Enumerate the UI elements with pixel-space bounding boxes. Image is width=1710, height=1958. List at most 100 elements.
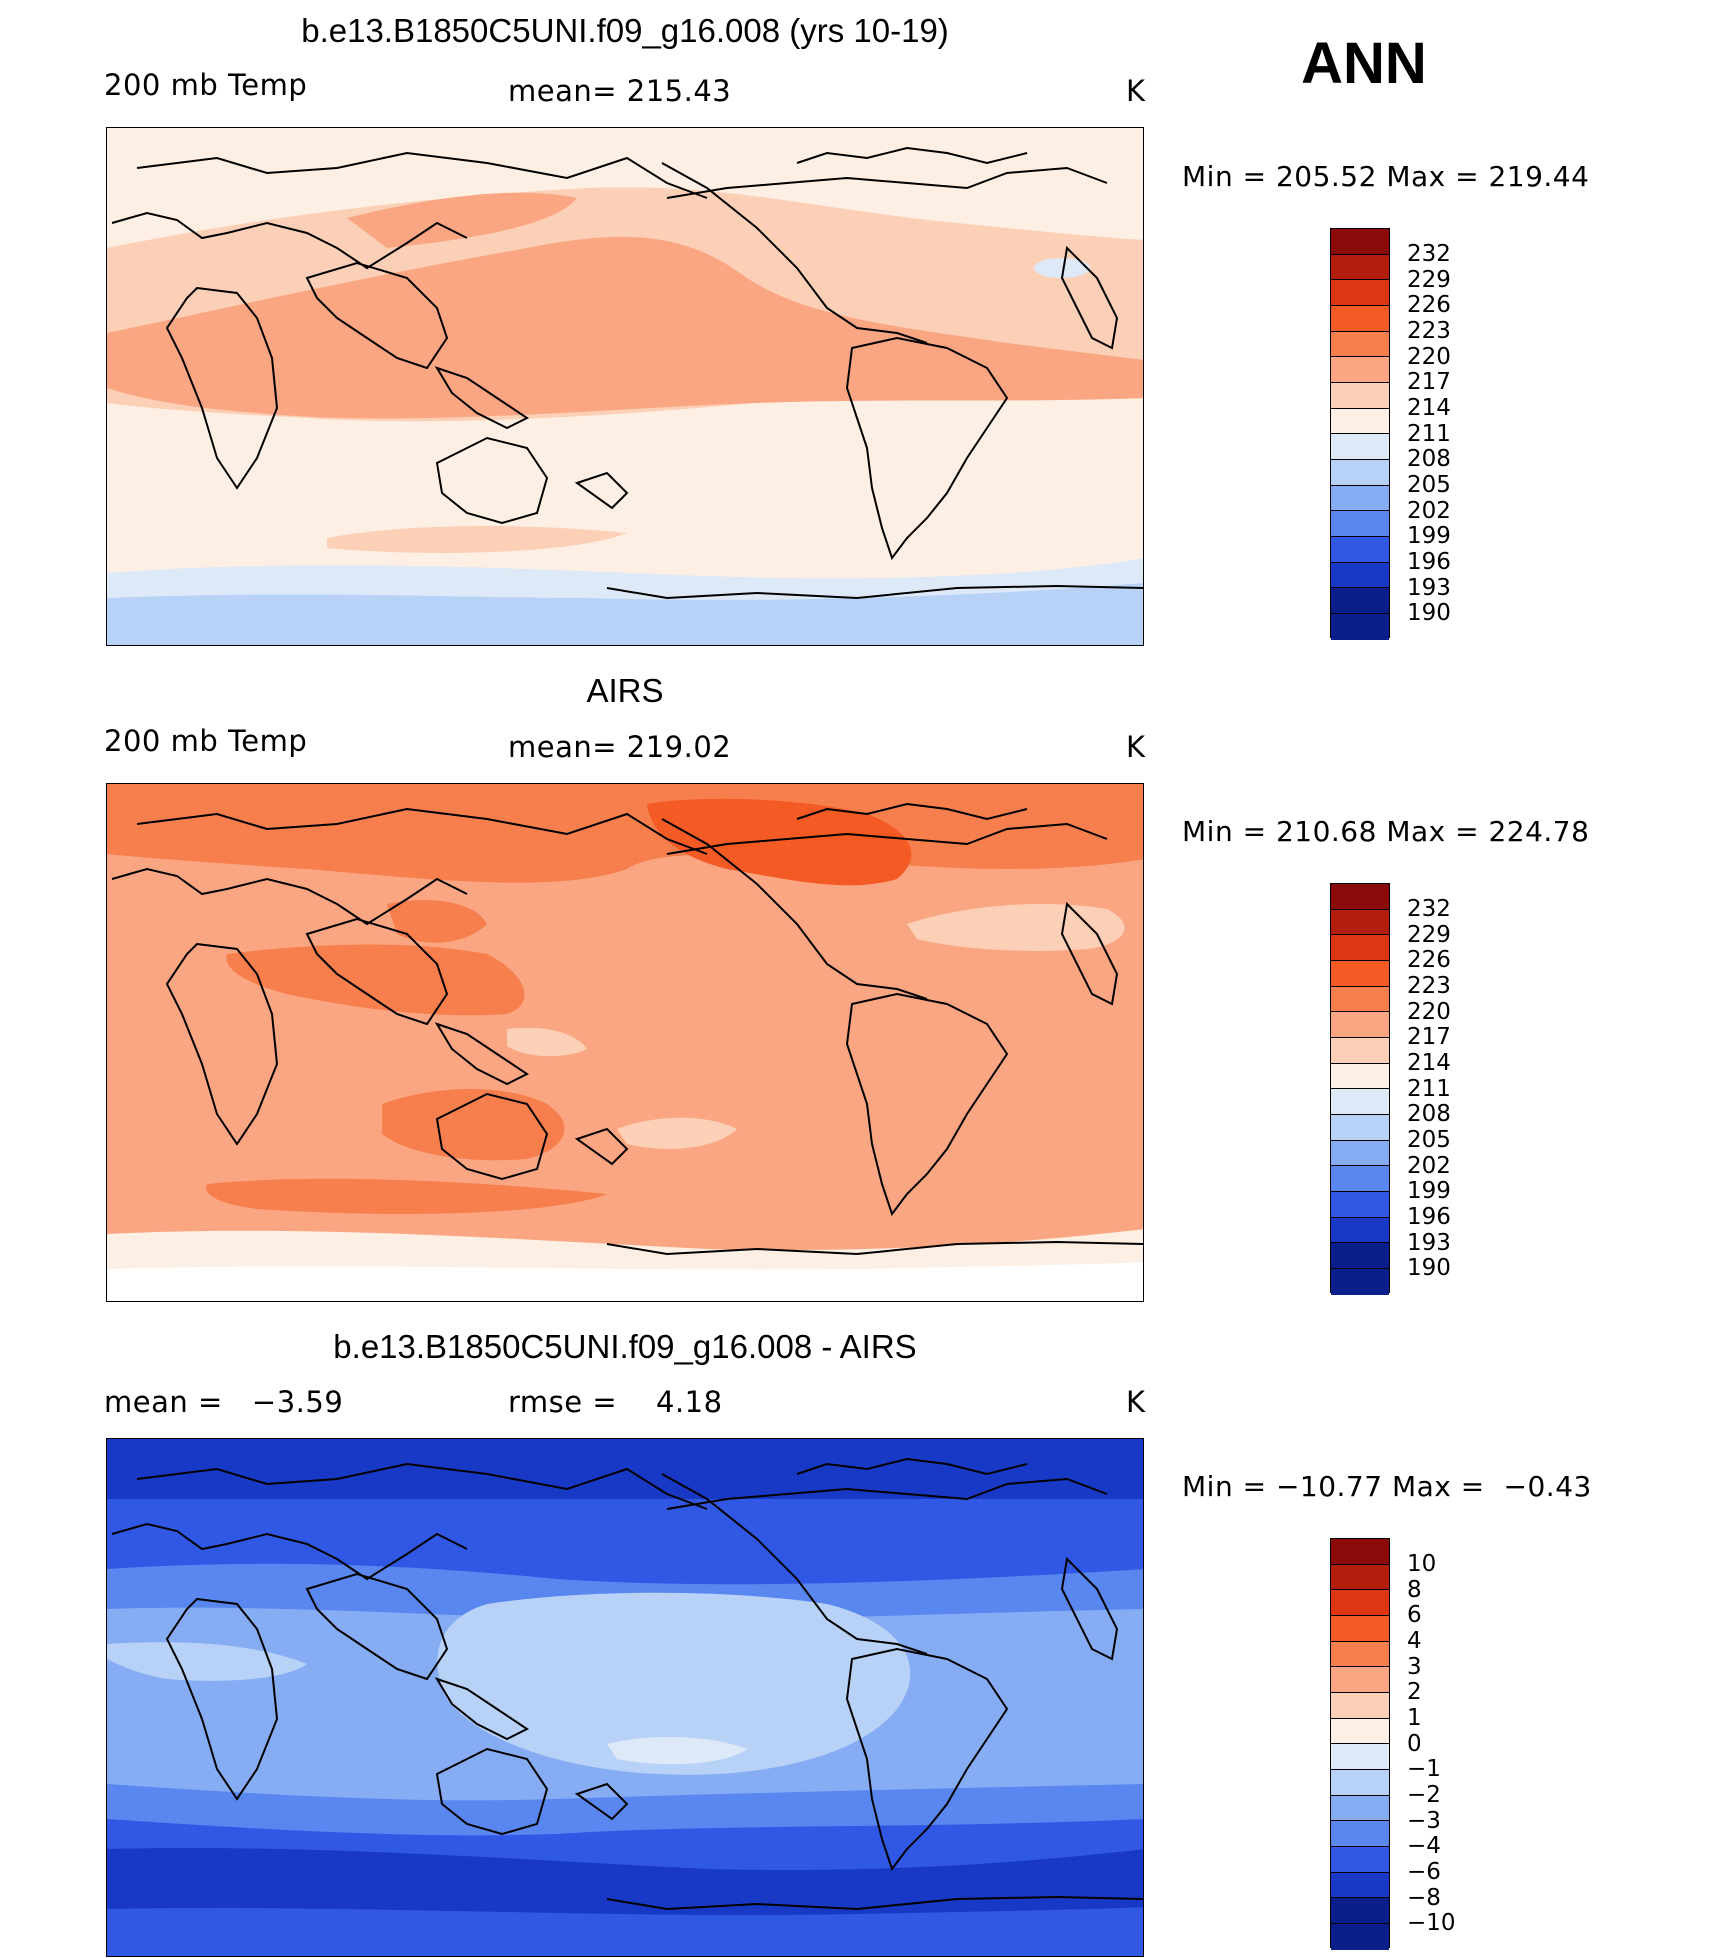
colorbar-swatch [1331,229,1389,255]
colorbar-swatch [1331,357,1389,383]
panel-1-map-svg [107,146,1143,645]
colorbar-tick-label: 214 [1407,395,1451,422]
panel-2-colorbar [1330,883,1390,1295]
colorbar-swatch [1331,909,1389,936]
contour-214-217-indian [507,1027,587,1057]
panel-3-map-svg [107,1439,1143,1956]
panel-2-minmax: Min = 210.68 Max = 224.78 [1182,815,1590,848]
colorbar-tick-label: 196 [1407,549,1451,576]
colorbar-tick-label: 193 [1407,1229,1451,1256]
colorbar-swatch [1331,1821,1389,1847]
colorbar-swatch [1331,1089,1389,1115]
panel-1-units-label: K [1126,74,1146,108]
colorbar-tick-label: 208 [1407,1101,1451,1128]
coastlines [111,1457,1143,1911]
panel-3-colorbar [1330,1538,1390,1950]
colorbar-tick-label: −4 [1407,1833,1441,1860]
contour-217-220 [107,236,1143,419]
panel-3-map [106,1438,1144,1957]
colorbar-swatch [1331,1037,1389,1064]
colorbar-tick-label: 193 [1407,574,1451,601]
contour-cold-spot [1034,258,1090,278]
colorbar-tick-label: 190 [1407,1255,1451,1282]
contour-minus2-minus3 [437,1592,911,1775]
colorbar-tick-label: 205 [1407,1127,1451,1154]
colorbar-swatch [1331,1012,1389,1038]
colorbar-tick-label: 211 [1407,1075,1451,1102]
colorbar-tick-label: 214 [1407,1050,1451,1077]
colorbar-swatch [1331,280,1389,306]
panel-3-minmax: Min = −10.77 Max = −0.43 [1182,1470,1592,1503]
colorbar-swatch [1331,1667,1389,1693]
colorbar-swatch [1331,1846,1389,1873]
colorbar-swatch [1331,1268,1389,1295]
contour-minus6-minus8-south [107,1907,1143,1956]
panel-1-title: b.e13.B1850C5UNI.f09_g16.008 (yrs 10-19) [301,12,949,49]
panel-3-units-label: K [1126,1385,1146,1419]
contour-214-217-pacific [617,1117,737,1149]
colorbar-tick-label: 202 [1407,1152,1451,1179]
colorbar-swatch [1331,613,1389,640]
colorbar-swatch [1331,1923,1389,1950]
panel-2-units-label: K [1126,730,1146,764]
colorbar-swatch [1331,588,1389,614]
contour-217-220-north [347,192,577,248]
colorbar-tick-label: −1 [1407,1756,1441,1783]
panel-2-variable-label: 200 mb Temp [104,724,308,758]
panel-1-map [106,127,1144,646]
colorbar-tick-label: −6 [1407,1859,1441,1886]
colorbar-swatch [1331,1590,1389,1616]
contour-220-223-north [107,784,1143,883]
colorbar-tick-label: 229 [1407,921,1451,948]
colorbar-tick-label: 217 [1407,1024,1451,1051]
colorbar-swatch [1331,1191,1389,1218]
colorbar-tick-label: 0 [1407,1730,1422,1757]
colorbar-tick-label: 232 [1407,896,1451,922]
colorbar-tick-label: 8 [1407,1576,1422,1603]
colorbar-swatch [1331,1744,1389,1770]
colorbar-swatch [1331,536,1389,563]
coastlines [111,802,1143,1256]
season-label: ANN [1301,31,1427,96]
contour-223-226 [647,798,912,886]
panel-1-variable-label: 200 mb Temp [104,68,308,102]
colorbar-swatch [1331,434,1389,460]
contour-minus6-minus8 [107,1499,1143,1556]
colorbar-tick-label: 4 [1407,1628,1422,1654]
colorbar-swatch [1331,1564,1389,1591]
colorbar-swatch [1331,331,1389,358]
colorbar-tick-label: 217 [1407,369,1451,396]
contour-220-223-asia [226,944,525,1016]
colorbar-swatch [1331,1243,1389,1269]
colorbar-tick-label: 205 [1407,472,1451,499]
colorbar-tick-label: 208 [1407,446,1451,473]
coastlines [111,146,1143,600]
colorbar-swatch [1331,1692,1389,1719]
colorbar-tick-label: 229 [1407,266,1451,293]
colorbar-tick-label: 220 [1407,343,1451,370]
contour-214-217-south [327,526,627,553]
colorbar-tick-label: 3 [1407,1653,1422,1680]
colorbar-tick-label: −2 [1407,1782,1441,1809]
colorbar-swatch [1331,511,1389,537]
colorbar-tick-label: 190 [1407,600,1451,627]
colorbar-swatch [1331,960,1389,987]
colorbar-tick-label: −10 [1407,1910,1456,1937]
colorbar-swatch [1331,1718,1389,1745]
colorbar-swatch [1331,1217,1389,1244]
colorbar-swatch [1331,305,1389,332]
panel-2-map [106,783,1144,1302]
colorbar-swatch [1331,485,1389,512]
colorbar-tick-label: −8 [1407,1884,1441,1911]
contour-minus2-minus3-africa [107,1642,307,1681]
colorbar-tick-label: 199 [1407,1178,1451,1205]
colorbar-tick-label: 6 [1407,1602,1422,1629]
panel-1-minmax: Min = 205.52 Max = 219.44 [1182,160,1590,193]
colorbar-swatch [1331,382,1389,409]
panel-3-title: b.e13.B1850C5UNI.f09_g16.008 - AIRS [333,1328,917,1365]
colorbar-swatch [1331,884,1389,910]
colorbar-tick-label: −3 [1407,1807,1441,1834]
contour-220-223-southern [206,1178,608,1214]
colorbar-swatch [1331,986,1389,1013]
colorbar-tick-label: 1 [1407,1705,1422,1732]
